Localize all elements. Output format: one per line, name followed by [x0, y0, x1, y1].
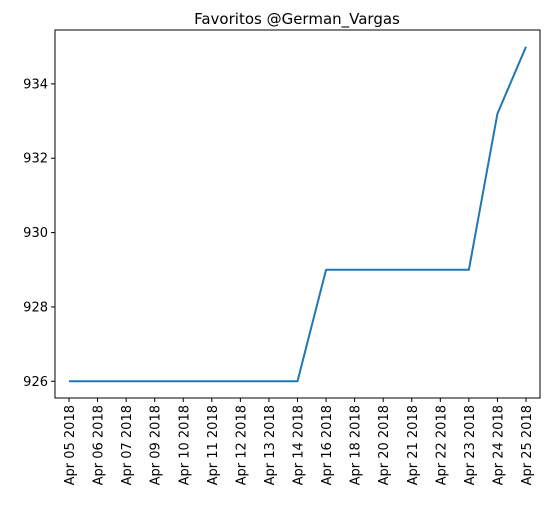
- x-tick-label: Apr 25 2018: [520, 405, 535, 485]
- x-tick-label: Apr 20 2018: [377, 405, 392, 485]
- y-tick-label: 934: [23, 77, 48, 92]
- x-tick-label: Apr 10 2018: [177, 405, 192, 485]
- series-line: [69, 46, 527, 383]
- y-tick-label: 926: [23, 375, 48, 390]
- x-tick-label: Apr 14 2018: [292, 405, 307, 485]
- x-tick-label: Apr 06 2018: [92, 405, 107, 485]
- x-tick-label: Apr 11 2018: [206, 405, 221, 485]
- y-tick-label: 930: [23, 226, 48, 241]
- x-tick-label: Apr 07 2018: [120, 405, 135, 485]
- x-tick-label: Apr 09 2018: [149, 405, 164, 485]
- plot-area-frame: [54, 29, 541, 399]
- x-tick-label: Apr 24 2018: [491, 405, 506, 485]
- x-tick-label: Apr 05 2018: [63, 405, 78, 485]
- y-axis: 926 928 930 932 934: [23, 77, 55, 390]
- series-group: [68, 46, 527, 383]
- y-tick-label: 928: [23, 300, 48, 315]
- x-tick-label: Apr 12 2018: [234, 405, 249, 485]
- x-tick-label: Apr 23 2018: [463, 405, 478, 485]
- x-tick-label: Apr 13 2018: [263, 405, 278, 485]
- x-tick-label: Apr 16 2018: [320, 405, 335, 485]
- x-tick-label: Apr 21 2018: [406, 405, 421, 485]
- x-axis: Apr 05 2018 Apr 06 2018 Apr 07 2018 Apr 09 …: [63, 398, 535, 485]
- x-tick-label: Apr 22 2018: [434, 405, 449, 485]
- chart-title: Favoritos @German_Vargas: [194, 10, 400, 29]
- y-tick-label: 932: [23, 152, 48, 167]
- x-tick-label: Apr 18 2018: [349, 405, 364, 485]
